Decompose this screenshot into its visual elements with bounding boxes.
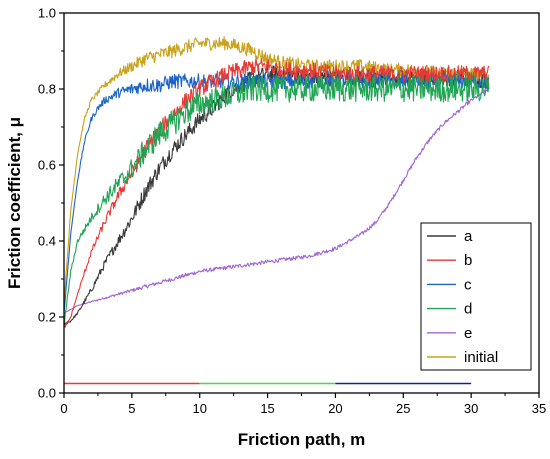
x-tick-label: 10 (192, 401, 206, 416)
legend-label-b: b (464, 252, 472, 269)
legend-label-initial: initial (464, 349, 498, 366)
legend-label-e: e (464, 325, 472, 342)
y-axis-ticks: 0.0 0.2 0.4 0.6 0.8 1.0 (38, 6, 64, 401)
legend-label-a: a (464, 228, 473, 245)
x-axis-ticks: 0 5 10 15 20 25 30 35 (60, 393, 546, 416)
series-line-b (63, 57, 490, 328)
series-line-initial (63, 36, 490, 302)
y-tick-label: 0.8 (38, 82, 56, 97)
series-line-d (63, 75, 490, 326)
legend-label-c: c (464, 276, 472, 293)
y-axis-title: Friction coefficient, μ (5, 117, 24, 289)
x-tick-label: 5 (128, 401, 135, 416)
x-tick-label: 35 (532, 401, 546, 416)
x-tick-label: 0 (60, 401, 67, 416)
series-line-e (63, 87, 490, 314)
x-tick-label: 30 (464, 401, 478, 416)
x-tick-label: 15 (260, 401, 274, 416)
y-tick-label: 0.2 (38, 310, 56, 325)
y-tick-label: 1.0 (38, 6, 56, 21)
legend-label-d: d (464, 301, 472, 318)
y-tick-label: 0.6 (38, 158, 56, 173)
x-tick-label: 25 (396, 401, 410, 416)
y-tick-label: 0.4 (38, 234, 56, 249)
x-tick-label: 20 (328, 401, 342, 416)
x-axis-title: Friction path, m (238, 430, 366, 449)
plot-series-layer (63, 36, 490, 328)
legend-box (420, 222, 532, 371)
y-tick-label: 0.0 (38, 386, 56, 401)
